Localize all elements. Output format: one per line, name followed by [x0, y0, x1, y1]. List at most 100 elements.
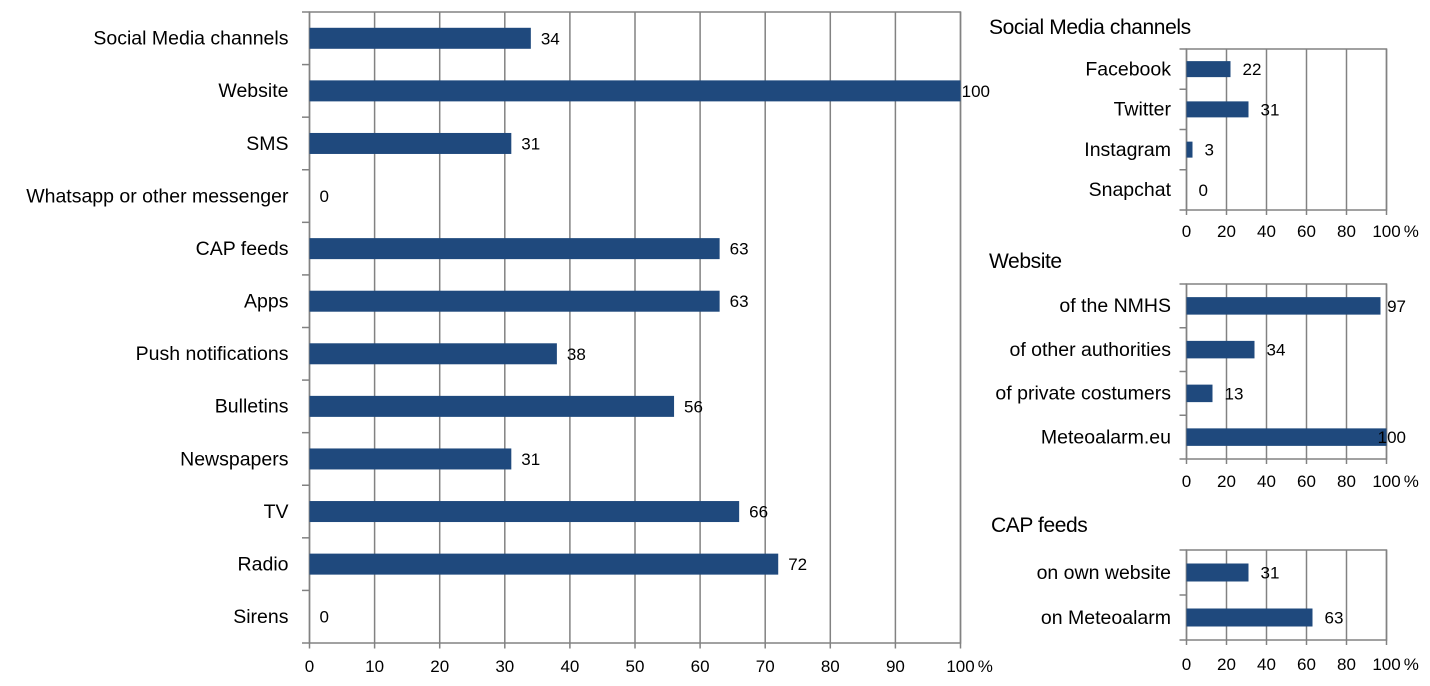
bar-value-label: 3 [1205, 141, 1214, 160]
bar-value-label: 63 [730, 292, 749, 311]
bar-value-label: 38 [567, 345, 586, 364]
x-tick-label: 90 [886, 657, 905, 676]
x-tick-label: 100 [1372, 472, 1400, 491]
x-tick-label: 100 [1372, 655, 1400, 674]
category-label: TV [264, 501, 289, 523]
bar [1186, 340, 1255, 359]
chart-warning-dissemination-channels: 0 10 20 30 40 50 60 70 80 90 100 % 34 Social Media ch… [26, 11, 993, 676]
x-tick-label: 40 [1257, 222, 1276, 241]
category-label: Radio [238, 553, 289, 575]
bar [309, 343, 557, 365]
bar-value-label: 31 [521, 134, 540, 153]
bar-value-label: 63 [730, 240, 749, 259]
x-axis-unit-label: % [1404, 472, 1419, 491]
bar-value-label: 66 [749, 503, 768, 522]
category-label: Website [218, 80, 288, 102]
bar-value-label: 0 [320, 187, 329, 206]
bar [309, 553, 779, 575]
bar-value-label: 97 [1387, 297, 1406, 316]
bar [1186, 428, 1387, 446]
x-tick-label: 100 [1372, 222, 1400, 241]
x-tick-label: 50 [626, 657, 645, 676]
x-tick-label: 0 [1182, 222, 1191, 241]
category-label: Apps [244, 291, 289, 313]
bar-value-label: 22 [1243, 60, 1262, 79]
bar [1186, 61, 1231, 78]
chart-social-media-channels: Social Media channels 0 20 40 60 80 100 % 22 Fac… [989, 16, 1419, 241]
bar [1186, 563, 1249, 582]
bar [1186, 608, 1313, 627]
x-axis-unit-label: % [1404, 655, 1419, 674]
category-label: Newspapers [180, 448, 289, 470]
x-tick-label: 80 [1337, 655, 1356, 674]
x-tick-label: 60 [1297, 472, 1316, 491]
x-tick-label: 0 [1182, 472, 1191, 491]
bar [1186, 141, 1193, 158]
category-label: Twitter [1114, 99, 1172, 121]
category-label: of the NMHS [1059, 295, 1171, 317]
category-label: Bulletins [215, 396, 289, 418]
category-label: Meteoalarm.eu [1041, 426, 1171, 448]
bar [309, 80, 961, 102]
x-tick-label: 30 [495, 657, 514, 676]
x-axis-unit-label: % [978, 657, 993, 676]
x-tick-label: 40 [1257, 655, 1276, 674]
x-tick-label: 60 [1297, 222, 1316, 241]
x-tick-label: 70 [756, 657, 775, 676]
bar [309, 395, 675, 417]
x-tick-label: 80 [1337, 222, 1356, 241]
bar [309, 501, 740, 523]
bar [309, 290, 720, 312]
bar-value-label: 34 [1267, 341, 1286, 360]
bar-value-label: 0 [1199, 181, 1208, 200]
bar-value-label: 0 [320, 608, 329, 627]
x-axis-unit-label: % [1404, 222, 1419, 241]
category-label: on Meteoalarm [1041, 607, 1171, 629]
category-label: of other authorities [1009, 339, 1171, 361]
chart-cap-feeds: CAP feeds 0 20 40 60 80 100 % 31 on own website 6… [991, 514, 1419, 674]
bar-value-label: 13 [1225, 384, 1244, 403]
category-label: SMS [246, 133, 288, 155]
bar [309, 238, 720, 260]
chart-title-cap-feeds: CAP feeds [991, 514, 1087, 537]
bar-value-label: 72 [788, 555, 807, 574]
category-label: Instagram [1084, 139, 1171, 161]
bar [1186, 101, 1249, 118]
category-label: Whatsapp or other messenger [26, 185, 289, 207]
bar-value-label: 56 [684, 397, 703, 416]
bar [309, 27, 531, 49]
bar-value-label: 34 [541, 29, 560, 48]
category-label: Facebook [1085, 58, 1171, 80]
category-label: on own website [1037, 562, 1171, 584]
bar [309, 132, 512, 154]
category-label: CAP feeds [196, 238, 289, 260]
x-tick-label: 60 [691, 657, 710, 676]
bar [1186, 297, 1381, 315]
bar [309, 448, 512, 470]
bar [1186, 384, 1213, 403]
bar-value-label: 31 [1261, 564, 1280, 583]
x-tick-label: 20 [1217, 222, 1236, 241]
bar-value-label: 31 [521, 450, 540, 469]
x-tick-label: 80 [1337, 472, 1356, 491]
category-label: of private costumers [995, 383, 1171, 405]
x-tick-label: 20 [430, 657, 449, 676]
bar-value-label: 100 [1378, 428, 1406, 447]
x-tick-label: 0 [305, 657, 314, 676]
category-label: Snapchat [1089, 179, 1172, 201]
x-tick-label: 40 [1257, 472, 1276, 491]
x-tick-label: 60 [1297, 655, 1316, 674]
x-tick-label: 0 [1182, 655, 1191, 674]
category-label: Push notifications [136, 343, 289, 365]
chart-title-social-media-channels: Social Media channels [989, 16, 1191, 39]
x-tick-label: 80 [821, 657, 840, 676]
x-tick-label: 40 [560, 657, 579, 676]
category-label: Social Media channels [93, 28, 288, 50]
bar-value-label: 63 [1325, 609, 1344, 628]
bar-value-label: 31 [1261, 100, 1280, 119]
x-tick-label: 10 [365, 657, 384, 676]
bar-value-label: 100 [962, 82, 990, 101]
x-tick-label: 100 [946, 657, 974, 676]
x-tick-label: 20 [1217, 655, 1236, 674]
